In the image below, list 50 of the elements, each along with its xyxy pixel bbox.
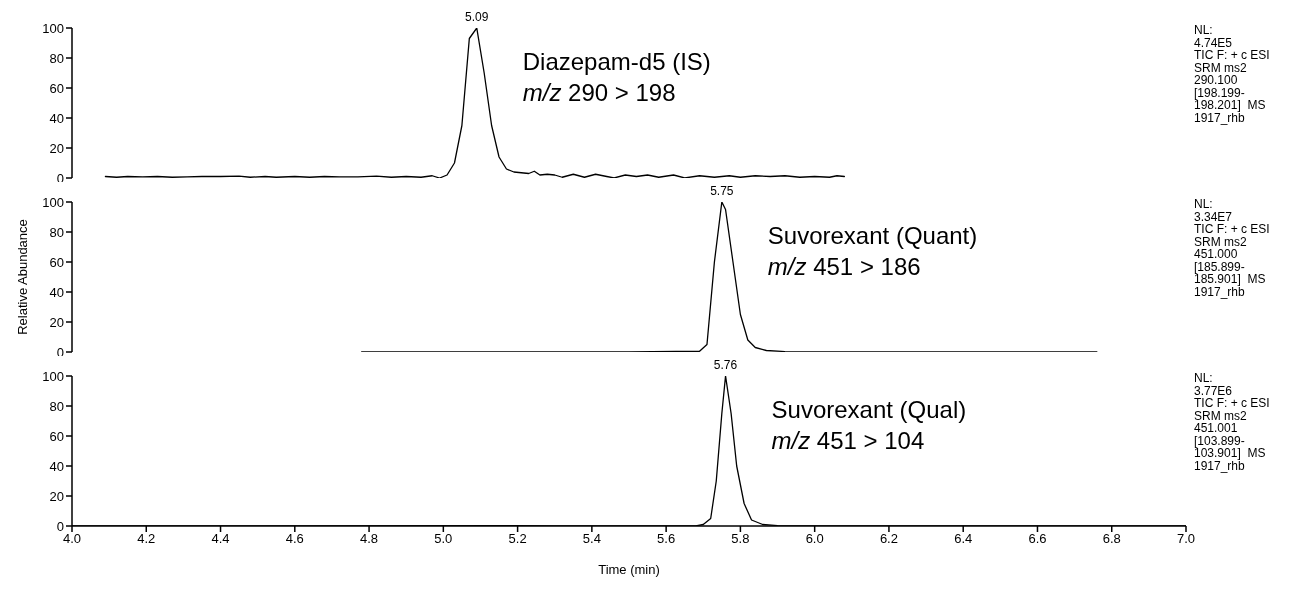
y-tick-label: 20 (49, 314, 64, 330)
y-tick-label: 60 (49, 254, 64, 270)
x-tick-label: 4.0 (62, 531, 82, 547)
y-tick-label: 60 (49, 80, 64, 96)
annotation: Suvorexant (Quant) (767, 221, 978, 251)
annotation: m/z 451 > 186 (767, 252, 922, 282)
x-tick-label: 5.6 (657, 531, 676, 547)
y-axis-title: Relative Abundance (14, 219, 30, 335)
y-tick-label: 40 (49, 110, 64, 126)
y-tick-label: 100 (42, 194, 64, 210)
x-tick-label: 6.6 (1028, 531, 1047, 547)
x-tick-label: 5.4 (582, 531, 601, 547)
x-tick-label: 6.8 (1102, 531, 1121, 547)
y-tick-label: 40 (49, 284, 64, 300)
annotation: 5.09 (465, 10, 489, 24)
text: NL: 4.74E5 TIC F: + c ESI SRM ms2 290.100 [198.199- 198.201] MS 1917_rhb (1194, 23, 1270, 125)
annotation: 5.75 (710, 184, 734, 198)
text: NL: 3.77E6 TIC F: + c ESI SRM ms2 451.001 [103.899- 103.901] MS 1917_rhb (1194, 371, 1270, 473)
y-tick-label: 0 (56, 170, 64, 186)
x-axis-title: Time (min) (598, 562, 660, 577)
x-tick-label: 7.0 (1176, 531, 1196, 547)
text: NL: 3.34E7 TIC F: + c ESI SRM ms2 451.000 [185.899- 185.901] MS 1917_rhb (1194, 197, 1270, 299)
y-tick-label: 20 (49, 488, 64, 504)
x-tick-label: 4.6 (285, 531, 304, 547)
line-series (104, 28, 846, 178)
x-tick-label: 4.2 (137, 531, 156, 547)
y-tick-label: 40 (49, 458, 64, 474)
x-tick-label: 4.4 (211, 531, 230, 547)
x-tick-label: 5.0 (434, 531, 453, 547)
x-tick-label: 6.2 (879, 531, 898, 547)
y-tick-label: 100 (42, 368, 64, 384)
annotation: 5.76 (713, 358, 738, 372)
y-tick-label: 100 (42, 20, 64, 36)
x-tick-label: 5.2 (508, 531, 527, 547)
y-tick-label: 80 (49, 50, 64, 66)
annotation: Diazepam-d5 (IS) (522, 47, 711, 77)
annotation: m/z 290 > 198 (522, 78, 677, 108)
annotation: m/z 451 > 104 (771, 426, 926, 456)
x-tick-label: 5.8 (731, 531, 750, 547)
x-tick-label: 6.4 (954, 531, 973, 547)
x-tick-label: 6.0 (805, 531, 824, 547)
line-series (360, 202, 1098, 352)
annotation: Suvorexant (Qual) (771, 395, 967, 425)
x-tick-label: 4.8 (360, 531, 379, 547)
y-tick-label: 20 (49, 140, 64, 156)
y-tick-label: 60 (49, 428, 64, 444)
y-tick-label: 0 (56, 344, 64, 360)
y-tick-label: 0 (56, 518, 64, 534)
y-tick-label: 80 (49, 224, 64, 240)
y-tick-label: 80 (49, 398, 64, 414)
